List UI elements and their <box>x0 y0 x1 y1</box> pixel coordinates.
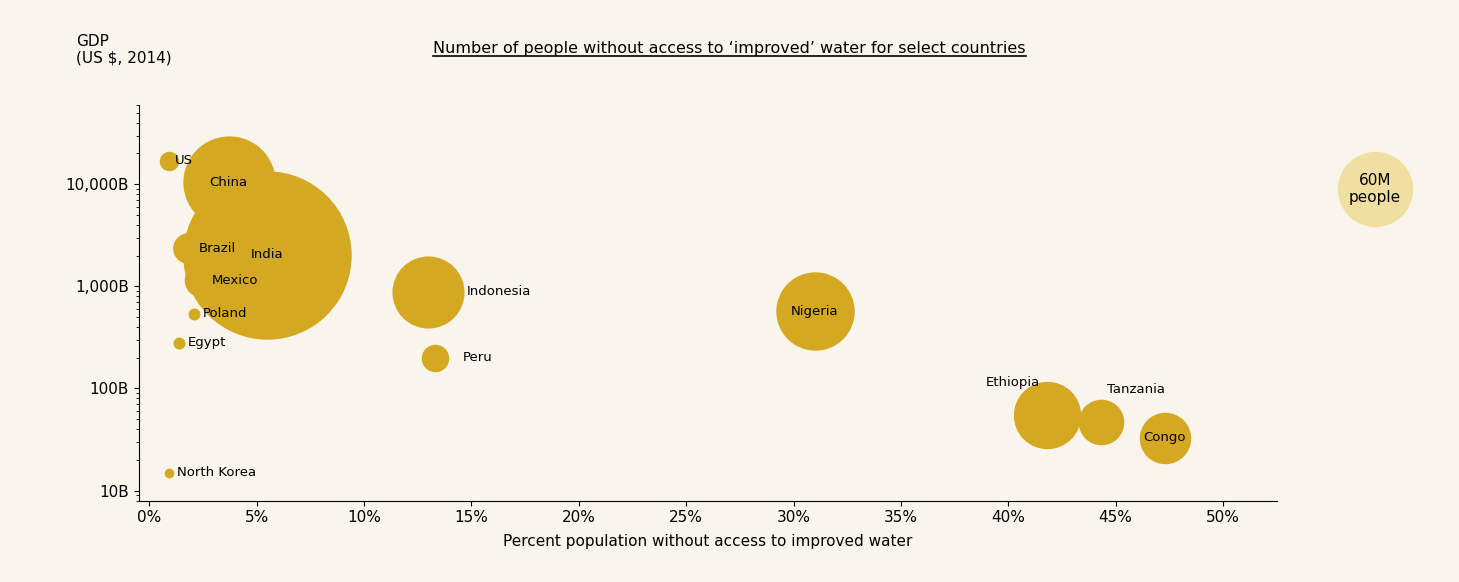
Point <box>417 287 441 296</box>
Text: Number of people without access to ‘improved’ water for select countries: Number of people without access to ‘impr… <box>433 41 1026 56</box>
Point <box>190 275 213 285</box>
Point <box>423 353 446 363</box>
Text: Tanzania: Tanzania <box>1107 383 1164 396</box>
Point <box>804 307 827 316</box>
Point <box>217 178 241 187</box>
Point <box>182 309 206 318</box>
Point <box>1153 433 1176 442</box>
Text: Poland: Poland <box>203 307 248 320</box>
Text: GDP
(US $, 2014): GDP (US $, 2014) <box>76 34 172 66</box>
Text: Peru: Peru <box>463 352 493 364</box>
Text: US: US <box>175 154 193 167</box>
Text: India: India <box>251 248 283 261</box>
Point <box>1036 410 1059 420</box>
Text: Indonesia: Indonesia <box>467 285 531 298</box>
Point <box>177 244 200 253</box>
Point <box>1088 417 1112 427</box>
Point <box>158 156 181 165</box>
Text: China: China <box>210 176 248 189</box>
Text: Mexico: Mexico <box>212 274 258 287</box>
X-axis label: Percent population without access to improved water: Percent population without access to imp… <box>503 534 912 549</box>
Text: North Korea: North Korea <box>177 466 257 479</box>
Text: Ethiopia: Ethiopia <box>986 376 1040 389</box>
Point <box>1364 184 1388 194</box>
Point <box>158 468 181 477</box>
Text: Egypt: Egypt <box>188 336 226 349</box>
Text: Nigeria: Nigeria <box>791 305 839 318</box>
Text: 60M
people: 60M people <box>1350 173 1401 205</box>
Point <box>168 338 191 347</box>
Text: Brazil: Brazil <box>198 242 236 255</box>
Point <box>255 250 279 259</box>
Text: Congo: Congo <box>1144 431 1186 444</box>
